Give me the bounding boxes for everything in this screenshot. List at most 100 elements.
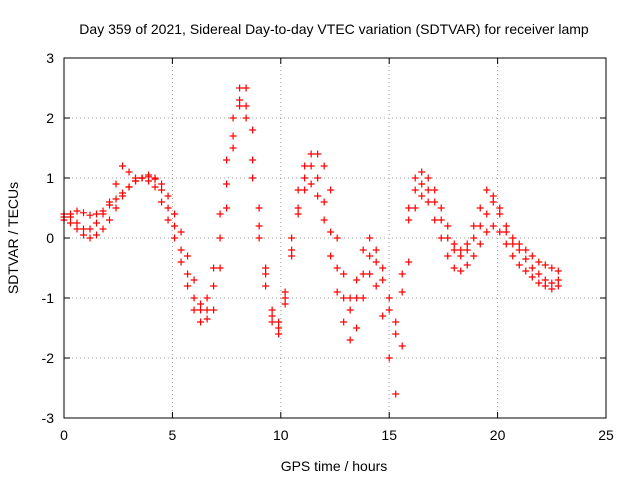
chart-title: Day 359 of 2021, Sidereal Day-to-day VTE…	[79, 21, 589, 37]
data-point	[145, 171, 153, 179]
data-point	[80, 209, 88, 217]
data-point	[450, 264, 458, 272]
data-point	[216, 234, 224, 242]
data-point	[463, 246, 471, 254]
y-tick-label: 3	[46, 50, 54, 66]
data-point	[483, 186, 491, 194]
data-point	[470, 222, 478, 230]
data-point	[67, 213, 75, 221]
data-point	[476, 240, 484, 248]
data-point	[93, 210, 101, 218]
data-point	[281, 288, 289, 296]
data-point	[463, 261, 471, 269]
data-point	[158, 180, 166, 188]
data-point	[353, 294, 361, 302]
data-point	[535, 258, 543, 266]
data-point	[184, 252, 192, 260]
data-point	[236, 84, 244, 92]
data-point	[281, 294, 289, 302]
data-point	[281, 300, 289, 308]
x-tick-label: 0	[60, 427, 68, 443]
data-point	[268, 318, 276, 326]
data-point	[197, 300, 205, 308]
y-tick-label: -1	[42, 290, 55, 306]
data-point	[554, 282, 562, 290]
data-point	[80, 225, 88, 233]
x-axis-label: GPS time / hours	[281, 458, 388, 474]
data-point	[119, 162, 127, 170]
data-point	[268, 312, 276, 320]
data-point	[86, 234, 94, 242]
data-point	[73, 207, 81, 215]
data-point	[554, 276, 562, 284]
data-points	[60, 84, 562, 398]
data-point	[379, 264, 387, 272]
data-point	[320, 216, 328, 224]
data-point	[262, 264, 270, 272]
data-point	[307, 162, 315, 170]
data-point	[229, 132, 237, 140]
data-point	[554, 267, 562, 275]
data-point	[418, 192, 426, 200]
data-point	[411, 174, 419, 182]
data-point	[171, 210, 179, 218]
data-point	[489, 198, 497, 206]
data-point	[236, 102, 244, 110]
data-point	[515, 240, 523, 248]
data-point	[145, 177, 153, 185]
data-point	[255, 234, 263, 242]
data-point	[216, 264, 224, 272]
data-point	[405, 204, 413, 212]
data-point	[548, 285, 556, 293]
data-point	[132, 174, 140, 182]
data-point	[489, 222, 497, 230]
x-axis-tick-labels: 0 5 10 15 20 25	[60, 427, 614, 443]
data-point	[327, 228, 335, 236]
data-point	[489, 192, 497, 200]
data-point	[398, 288, 406, 296]
data-point	[333, 288, 341, 296]
data-point	[301, 186, 309, 194]
y-tick-label: -3	[42, 410, 55, 426]
data-point	[457, 252, 465, 260]
data-point	[210, 306, 218, 314]
data-point	[509, 240, 517, 248]
data-point	[359, 246, 367, 254]
data-point	[314, 174, 322, 182]
data-point	[437, 216, 445, 224]
data-point	[294, 204, 302, 212]
data-point	[411, 186, 419, 194]
data-point	[346, 306, 354, 314]
data-point	[255, 204, 263, 212]
data-point	[164, 216, 172, 224]
data-point	[418, 168, 426, 176]
data-point	[496, 228, 504, 236]
data-point	[164, 204, 172, 212]
data-point	[541, 282, 549, 290]
data-point	[457, 267, 465, 275]
data-point	[528, 264, 536, 272]
data-point	[541, 261, 549, 269]
data-point	[190, 306, 198, 314]
data-point	[483, 210, 491, 218]
data-point	[275, 330, 283, 338]
data-point	[424, 198, 432, 206]
data-point	[359, 270, 367, 278]
data-point	[320, 198, 328, 206]
data-point	[463, 240, 471, 248]
data-point	[548, 264, 556, 272]
data-point	[307, 150, 315, 158]
data-point	[119, 192, 127, 200]
data-point	[424, 186, 432, 194]
data-point	[340, 294, 348, 302]
data-point	[411, 204, 419, 212]
data-point	[502, 222, 510, 230]
y-tick-label: 1	[46, 170, 54, 186]
data-point	[184, 270, 192, 278]
data-point	[528, 252, 536, 260]
data-point	[242, 84, 250, 92]
data-point	[444, 252, 452, 260]
data-point	[476, 204, 484, 212]
x-tick-label: 15	[381, 427, 397, 443]
data-point	[444, 222, 452, 230]
